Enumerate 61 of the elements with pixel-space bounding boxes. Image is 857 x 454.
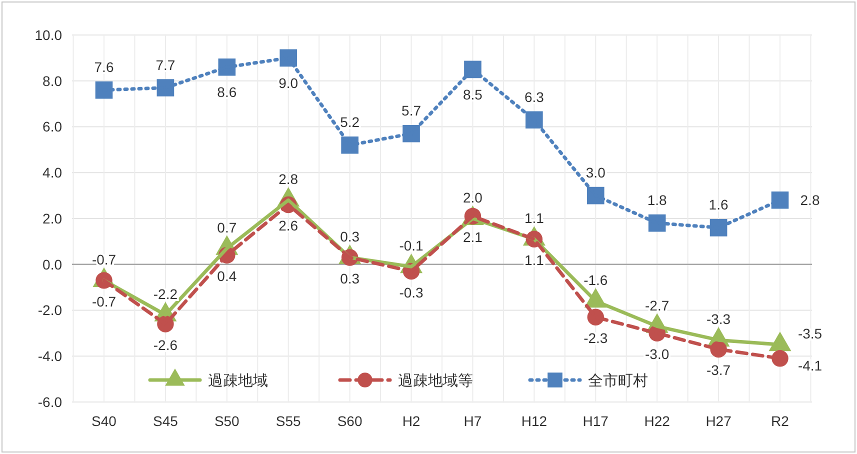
point: [771, 191, 789, 209]
x-tick-label: S45: [152, 413, 178, 429]
y-tick-label: 4.0: [42, 164, 62, 181]
y-tick-label: 6.0: [42, 118, 62, 135]
data-label: -1.6: [584, 272, 608, 288]
data-label: 6.3: [524, 88, 544, 105]
y-tick-label: 8.0: [42, 72, 62, 89]
data-label: -3.7: [706, 362, 731, 378]
data-label: 3.0: [586, 164, 606, 181]
x-tick-label: S50: [214, 413, 240, 429]
data-label: 8.6: [217, 84, 237, 100]
data-label: 7.6: [94, 59, 114, 76]
data-label: 2.0: [462, 190, 483, 206]
legend-label: 過疎地域: [208, 372, 268, 390]
data-label: 0.7: [217, 219, 237, 236]
y-tick-label: -6.0: [38, 394, 62, 410]
x-tick-label: H17: [582, 413, 609, 429]
data-label: 1.6: [708, 196, 728, 213]
data-label: -0.7: [92, 251, 116, 268]
y-tick-label: -2.0: [38, 302, 62, 318]
legend-label: 過疎地域等: [398, 372, 473, 390]
data-label: -2.7: [645, 297, 670, 314]
data-label: -2.6: [153, 337, 178, 354]
x-tick-label: H22: [644, 413, 670, 429]
x-tick-label: H12: [521, 413, 548, 429]
data-label: -2.2: [153, 286, 178, 302]
y-tick-label: 2.0: [42, 210, 62, 226]
x-tick-label: S55: [276, 413, 302, 429]
y-tick-label: 0.0: [42, 256, 62, 272]
data-label: -0.1: [399, 238, 424, 254]
data-label: 8.5: [462, 86, 483, 102]
x-tick-label: S40: [92, 413, 117, 429]
data-label: -4.1: [798, 357, 822, 374]
x-tick-label: S60: [337, 413, 362, 429]
data-label: -3.5: [798, 326, 822, 342]
data-label: 7.7: [156, 56, 176, 73]
data-label: 5.7: [402, 102, 422, 119]
data-label: 1.8: [647, 192, 668, 208]
data-label: -3.0: [645, 346, 670, 362]
data-label: 9.0: [278, 74, 298, 91]
data-label: -3.3: [706, 311, 731, 328]
data-label: 1.1: [524, 252, 544, 268]
data-label: -0.3: [399, 284, 424, 300]
data-label: 0.3: [340, 228, 360, 244]
data-label: 2.6: [278, 218, 298, 234]
data-label: 1.1: [524, 210, 544, 226]
x-tick-label: R2: [771, 413, 790, 429]
data-label: 0.4: [217, 268, 237, 284]
data-label: -2.3: [584, 330, 608, 346]
y-tick-label: 10.0: [34, 26, 62, 43]
data-label: 5.2: [340, 114, 360, 130]
x-tick-label: H2: [402, 413, 420, 429]
data-label: 2.1: [462, 229, 483, 246]
data-label: -0.7: [92, 293, 116, 310]
y-tick-label: -4.0: [38, 348, 62, 364]
data-label: 2.8: [278, 171, 298, 188]
x-tick-label: H27: [706, 413, 732, 429]
x-tick-label: H7: [464, 413, 482, 429]
data-label: 0.3: [340, 270, 360, 286]
legend-label: 全市町村: [588, 372, 648, 390]
data-label: 2.8: [800, 192, 820, 208]
